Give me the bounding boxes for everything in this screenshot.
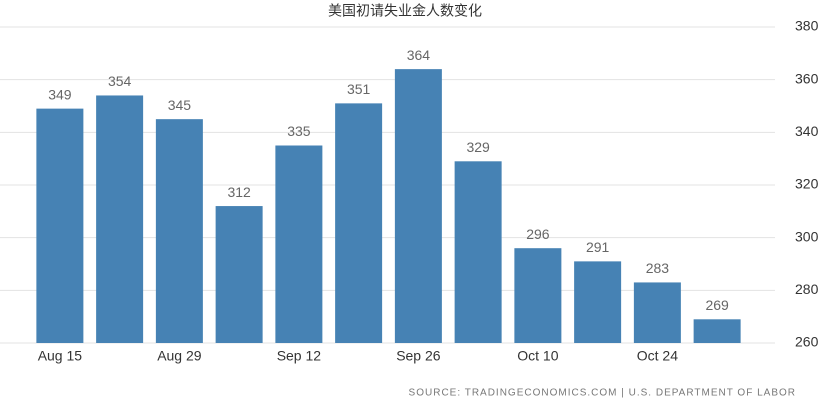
y-tick-label: 280 (795, 281, 819, 297)
x-tick-label: Aug 15 (38, 348, 83, 364)
y-tick-label: 260 (795, 334, 819, 350)
bar (454, 161, 502, 343)
bar (275, 145, 323, 343)
x-tick-label: Sep 12 (277, 348, 322, 364)
bar (574, 261, 622, 343)
x-tick-label: Oct 24 (637, 348, 678, 364)
y-tick-label: 380 (795, 18, 819, 34)
bar (155, 119, 203, 344)
chart-title: 美国初请失业金人数变化 (328, 3, 482, 19)
data-label: 364 (407, 47, 431, 63)
y-tick-label: 300 (795, 228, 819, 244)
data-label: 329 (466, 139, 490, 155)
x-tick-label: Sep 26 (396, 348, 441, 364)
y-tick-label: 320 (795, 176, 819, 192)
bar (693, 319, 741, 343)
data-label: 351 (347, 81, 371, 97)
data-label: 283 (646, 260, 670, 276)
bar (215, 206, 263, 343)
data-label: 312 (227, 184, 251, 200)
x-tick-label: Aug 29 (157, 348, 202, 364)
bar (36, 108, 84, 343)
data-label: 291 (586, 239, 610, 255)
data-label: 269 (705, 297, 729, 313)
bar (96, 95, 144, 343)
bar (335, 103, 383, 343)
source-note: SOURCE: TRADINGECONOMICS.COM | U.S. DEPA… (409, 388, 796, 399)
y-tick-label: 340 (795, 123, 819, 139)
data-label: 296 (526, 226, 550, 242)
x-tick-label: Oct 10 (517, 348, 558, 364)
data-label: 354 (108, 73, 132, 89)
data-label: 349 (48, 86, 72, 102)
bar (514, 248, 562, 343)
y-tick-label: 360 (795, 70, 819, 86)
data-label: 345 (168, 97, 192, 113)
bar (394, 69, 442, 343)
bar (633, 282, 681, 343)
data-label: 335 (287, 123, 311, 139)
